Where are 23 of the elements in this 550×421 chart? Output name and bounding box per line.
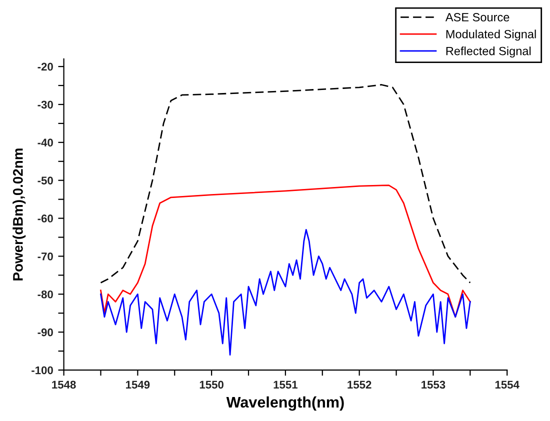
y-tick-label: -80	[38, 290, 53, 298]
y-tick-label: -90	[38, 328, 53, 336]
y-tick-label: -100	[32, 366, 53, 374]
y-tick-label: -70	[38, 252, 53, 260]
y-tick-label: -30	[38, 100, 53, 109]
y-tick-label: -20	[38, 62, 53, 71]
x-tick-label: 1553	[422, 380, 446, 389]
x-tick-label: 1554	[495, 380, 520, 389]
y-axis-title: Power(dBm),0.02nm	[12, 148, 26, 280]
x-tick-label: 1548	[52, 380, 76, 389]
legend-label: Reflected Signal	[446, 46, 531, 58]
x-tick-label: 1551	[274, 380, 298, 389]
x-axis-title: Wavelength(nm)	[226, 396, 344, 411]
legend-label: ASE Source	[445, 13, 510, 22]
x-tick-label: 1550	[200, 380, 224, 389]
y-tick-label: -40	[38, 138, 53, 147]
line-series	[100, 228, 471, 356]
y-tick-label: -60	[38, 214, 53, 222]
x-tick-label: 1549	[126, 380, 150, 389]
legend-label: Modulated Signal	[446, 30, 536, 41]
x-tick-label: 1552	[348, 380, 372, 389]
line-series	[100, 84, 471, 284]
y-tick-label: -50	[38, 176, 53, 184]
